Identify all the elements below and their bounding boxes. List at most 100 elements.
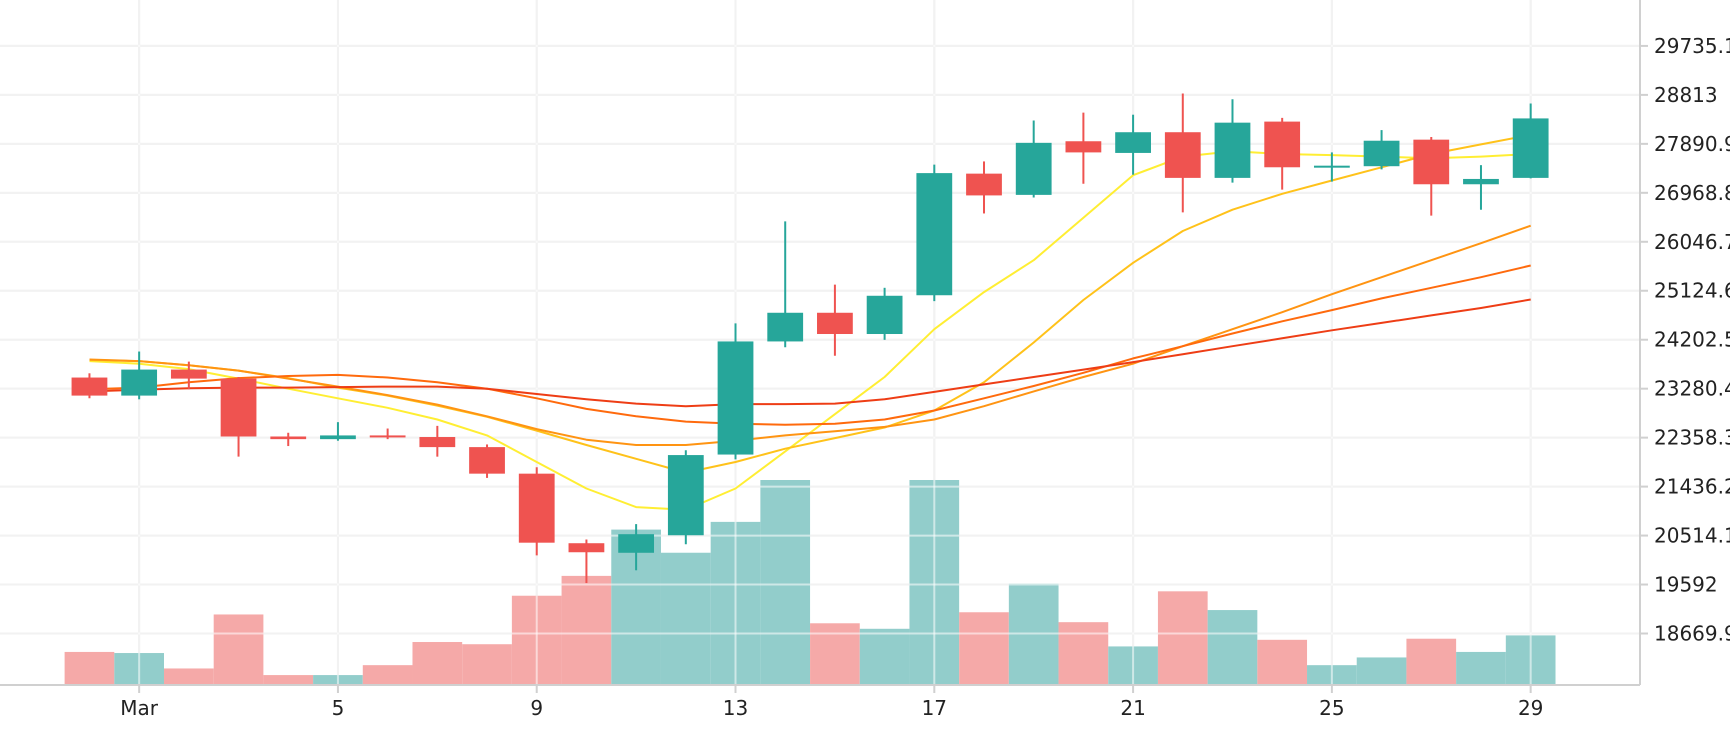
candle-body: [1015, 142, 1052, 195]
candle-body: [767, 312, 804, 342]
volume-bar: [1356, 657, 1407, 685]
candle-body: [1214, 122, 1251, 178]
volume-bar: [561, 575, 612, 685]
candle: [568, 539, 605, 584]
candle: [1264, 117, 1301, 190]
candle: [270, 432, 307, 447]
candle-body: [121, 369, 158, 396]
candle-body: [170, 369, 207, 379]
candle: [220, 377, 257, 457]
volume-bar: [412, 642, 463, 685]
y-tick-label: 28813: [1654, 83, 1718, 107]
candle-body: [1115, 132, 1151, 153]
volume-bar: [660, 552, 711, 685]
candle: [1363, 130, 1400, 170]
x-tick-label: 13: [723, 696, 748, 720]
y-tick-label: 26046.7: [1654, 230, 1730, 254]
candle-body: [568, 543, 605, 553]
y-tick-label: 19592: [1654, 573, 1718, 597]
candle: [618, 524, 655, 571]
candle-body: [866, 295, 903, 335]
volume-bar: [213, 614, 264, 685]
candle: [1512, 103, 1549, 179]
candle: [320, 422, 356, 441]
volume-bar: [1257, 639, 1308, 685]
volume-bar: [462, 644, 512, 685]
moving-average-line: [89, 150, 1531, 511]
candle: [1214, 99, 1251, 183]
candle-body: [916, 173, 953, 296]
candle: [1015, 120, 1052, 198]
candle: [518, 467, 555, 556]
candle-body: [1065, 141, 1102, 153]
x-tick-label: 17: [922, 696, 947, 720]
moving-average-line: [89, 133, 1531, 474]
moving-average-line: [89, 264, 1531, 426]
candle-body: [1512, 118, 1549, 178]
candle-body: [469, 447, 505, 474]
x-tick-label: 9: [530, 696, 543, 720]
volume-bar: [959, 612, 1009, 685]
y-tick-label: 21436.2: [1654, 475, 1730, 499]
volume-bar: [64, 651, 115, 685]
candle: [1413, 137, 1450, 216]
candle-body: [1463, 178, 1499, 185]
moving-average-line: [89, 224, 1532, 446]
candle-body: [1313, 165, 1350, 168]
candle: [121, 351, 158, 400]
candles: [71, 93, 1549, 584]
moving-average-lines: [89, 133, 1532, 511]
candle: [1164, 93, 1201, 213]
volume-bar: [1207, 610, 1258, 685]
candle: [966, 161, 1002, 214]
candle: [469, 444, 505, 478]
volume-bar: [859, 628, 910, 685]
candle: [369, 428, 406, 440]
candle: [1463, 165, 1499, 210]
y-tick-label: 26968.8: [1654, 181, 1730, 205]
grid-overlay: [0, 0, 1640, 685]
candle-body: [817, 312, 853, 335]
candle-body: [71, 377, 108, 396]
candle: [866, 287, 903, 340]
volume-bar: [1456, 651, 1506, 685]
y-tick-label: 25124.6: [1654, 279, 1730, 303]
x-tick-label: 21: [1120, 696, 1145, 720]
candle-body: [369, 435, 406, 438]
y-tick-label: 20514.1: [1654, 524, 1730, 548]
volume-bar: [1058, 622, 1109, 685]
candle-body: [667, 455, 704, 536]
moving-average-line: [89, 298, 1531, 408]
candle-body: [220, 378, 257, 437]
candle-body: [518, 473, 555, 543]
candle-body: [320, 435, 356, 440]
candle-body: [270, 436, 307, 440]
volume-bar: [164, 668, 214, 685]
y-tick-label: 27890.9: [1654, 132, 1730, 156]
y-tick-label: 22358.3: [1654, 426, 1730, 450]
candle: [170, 361, 207, 390]
x-tick-label: 5: [332, 696, 345, 720]
candle: [1065, 112, 1102, 184]
candle-body: [1413, 139, 1450, 185]
candle-body: [618, 534, 655, 553]
candle: [1313, 152, 1350, 182]
candle: [419, 425, 456, 457]
candle: [717, 323, 754, 460]
candle: [1115, 114, 1151, 175]
grid-layer: [0, 0, 1640, 685]
candle-body: [717, 341, 754, 455]
x-tick-label: 29: [1518, 696, 1543, 720]
candle-body: [1363, 140, 1400, 167]
volume-bar: [760, 480, 811, 685]
x-tick-label: Mar: [120, 696, 159, 720]
x-tick-label: 25: [1319, 696, 1344, 720]
candle: [71, 373, 108, 399]
y-tick-label: 23280.4: [1654, 377, 1730, 401]
candle-body: [1164, 132, 1201, 178]
volume-bar: [1157, 591, 1208, 685]
candle: [767, 221, 804, 348]
candle: [916, 164, 953, 302]
candle-body: [1264, 121, 1301, 168]
